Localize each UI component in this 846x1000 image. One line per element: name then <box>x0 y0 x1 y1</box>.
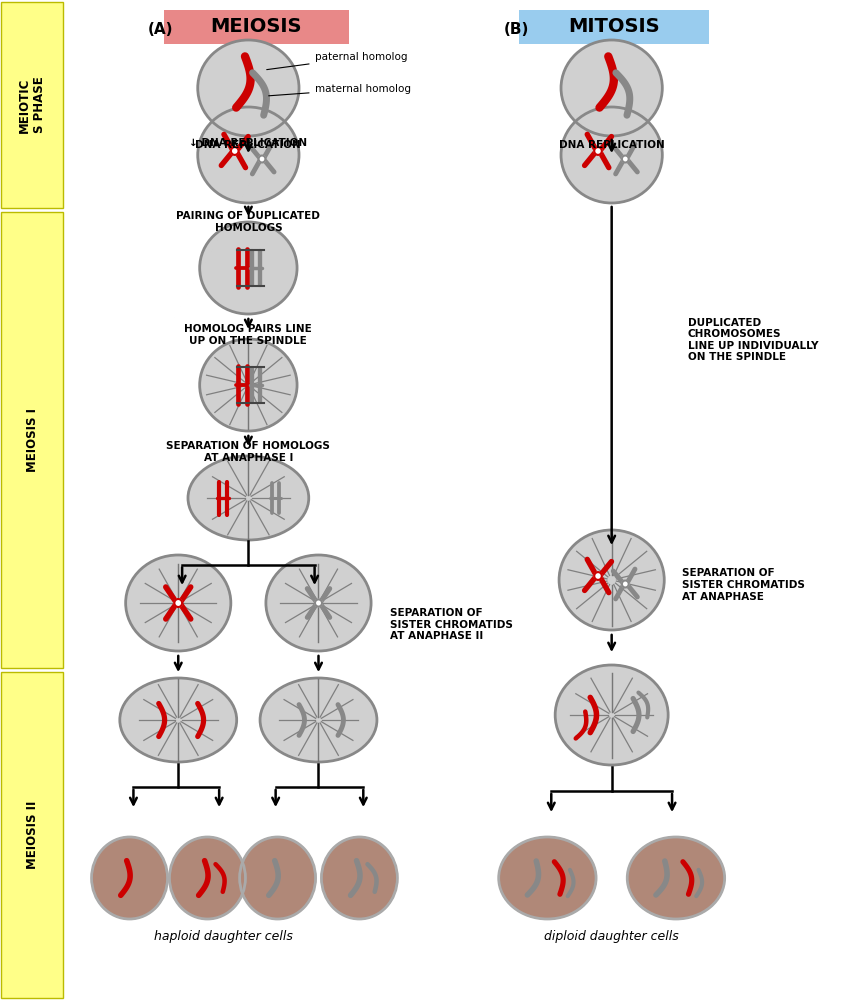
Ellipse shape <box>239 837 316 919</box>
Circle shape <box>622 155 629 162</box>
Text: haploid daughter cells: haploid daughter cells <box>154 930 293 943</box>
Circle shape <box>622 580 629 587</box>
Text: MEIOSIS: MEIOSIS <box>211 17 302 36</box>
Text: DUPLICATED
CHROMOSOMES
LINE UP INDIVIDUALLY
ON THE SPINDLE: DUPLICATED CHROMOSOMES LINE UP INDIVIDUA… <box>688 318 818 362</box>
Ellipse shape <box>198 107 299 203</box>
Bar <box>519 10 709 44</box>
Text: HOMOLOG PAIRS LINE
UP ON THE SPINDLE: HOMOLOG PAIRS LINE UP ON THE SPINDLE <box>184 324 312 346</box>
Ellipse shape <box>627 837 725 919</box>
Circle shape <box>594 147 602 155</box>
Ellipse shape <box>266 555 371 651</box>
Ellipse shape <box>188 456 309 540</box>
Text: MEIOSIS II: MEIOSIS II <box>25 801 39 869</box>
Text: ↓ DNA REPLICATION: ↓ DNA REPLICATION <box>190 138 307 148</box>
Ellipse shape <box>321 837 398 919</box>
Ellipse shape <box>120 678 237 762</box>
Text: SEPARATION OF
SISTER CHROMATIDS
AT ANAPHASE II: SEPARATION OF SISTER CHROMATIDS AT ANAPH… <box>390 608 513 641</box>
Circle shape <box>231 147 239 155</box>
Text: PAIRING OF DUPLICATED
HOMOLOGS: PAIRING OF DUPLICATED HOMOLOGS <box>177 211 321 233</box>
Text: SEPARATION OF
SISTER CHROMATIDS
AT ANAPHASE: SEPARATION OF SISTER CHROMATIDS AT ANAPH… <box>682 568 805 602</box>
Bar <box>1 212 63 668</box>
Text: diploid daughter cells: diploid daughter cells <box>544 930 679 943</box>
Circle shape <box>259 155 266 162</box>
Ellipse shape <box>555 665 668 765</box>
Text: (A): (A) <box>148 21 173 36</box>
Text: MITOSIS: MITOSIS <box>568 17 659 36</box>
Text: maternal homolog: maternal homolog <box>269 84 410 96</box>
Ellipse shape <box>200 222 297 314</box>
Bar <box>163 10 349 44</box>
Ellipse shape <box>498 837 596 919</box>
Text: MEIOSIS I: MEIOSIS I <box>25 408 39 472</box>
Ellipse shape <box>169 837 245 919</box>
Ellipse shape <box>561 107 662 203</box>
Ellipse shape <box>561 40 662 136</box>
Circle shape <box>315 599 322 607</box>
Ellipse shape <box>559 530 664 630</box>
Circle shape <box>174 599 182 607</box>
Text: SEPARATION OF HOMOLOGS
AT ANAPHASE I: SEPARATION OF HOMOLOGS AT ANAPHASE I <box>167 441 330 463</box>
Text: MEIOTIC
S PHASE: MEIOTIC S PHASE <box>18 77 47 133</box>
Ellipse shape <box>126 555 231 651</box>
Ellipse shape <box>200 339 297 431</box>
Bar <box>1 672 63 998</box>
Text: paternal homolog: paternal homolog <box>266 52 407 70</box>
Text: DNA REPLICATION: DNA REPLICATION <box>559 140 665 150</box>
Circle shape <box>594 572 602 580</box>
Ellipse shape <box>260 678 377 762</box>
Ellipse shape <box>91 837 168 919</box>
Text: (B): (B) <box>503 21 529 36</box>
Bar <box>1 2 63 208</box>
Ellipse shape <box>198 40 299 136</box>
Text: DNA REPLICATION: DNA REPLICATION <box>195 140 301 150</box>
